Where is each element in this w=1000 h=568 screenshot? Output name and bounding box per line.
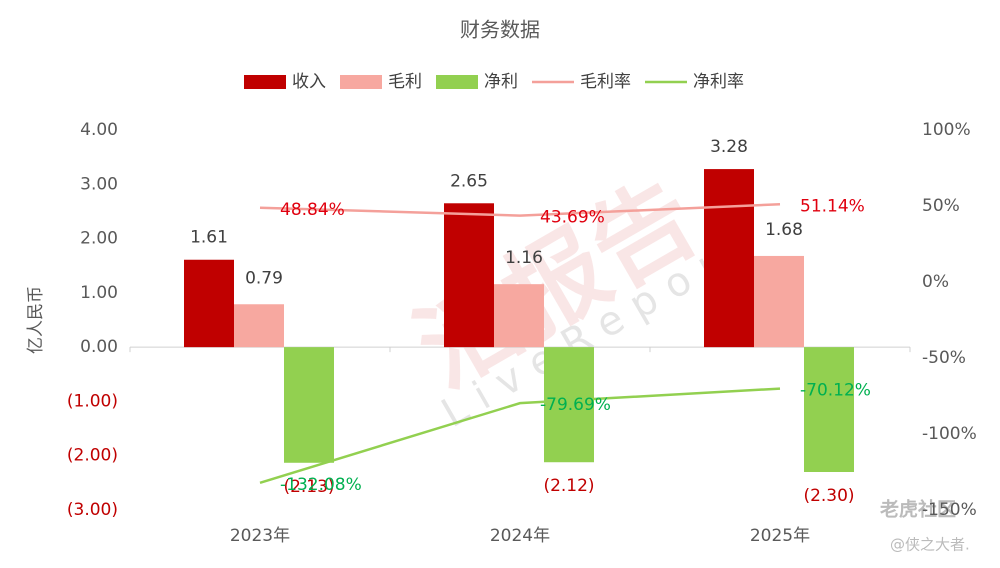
bar (494, 284, 544, 348)
bar (284, 347, 334, 463)
y-tick-label: 0.00 (80, 337, 118, 357)
data-label: -70.12% (800, 381, 871, 401)
legend-label: 净利率 (693, 72, 744, 92)
bar (704, 169, 754, 348)
legend-swatch (436, 75, 478, 89)
data-label: 3.28 (710, 137, 748, 157)
watermark: @侠之大者. (890, 536, 970, 554)
legend-label: 净利 (484, 72, 518, 92)
data-label: -79.69% (540, 395, 611, 415)
bar (444, 203, 494, 348)
y-tick-label: 3.00 (80, 174, 118, 194)
legend-label: 毛利率 (580, 72, 631, 92)
watermark: 老虎社区 (880, 498, 956, 521)
line (259, 203, 781, 217)
bar (804, 347, 854, 472)
data-label: (2.12) (543, 476, 594, 496)
y2-tick-label: -100% (922, 424, 977, 444)
y2-tick-label: 50% (922, 196, 960, 216)
data-label: 48.84% (280, 200, 345, 220)
y-tick-label: 1.00 (80, 283, 118, 303)
data-label: 1.68 (765, 220, 803, 240)
y-tick-label: 2.00 (80, 229, 118, 249)
data-label: 1.61 (190, 228, 228, 248)
legend-swatch (340, 75, 382, 89)
bar (754, 255, 804, 348)
bar (234, 304, 284, 348)
y-tick-label: (1.00) (67, 391, 118, 411)
legend-label: 收入 (292, 72, 326, 92)
x-tick-label: 2025年 (750, 526, 810, 546)
data-label: 2.65 (450, 171, 488, 191)
data-label: 51.14% (800, 196, 865, 216)
y-tick-label: (2.00) (67, 446, 118, 466)
data-label: 43.69% (540, 208, 605, 228)
line (259, 387, 781, 484)
legend-swatch (244, 75, 286, 89)
y2-tick-label: 0% (922, 272, 949, 292)
x-tick-label: 2023年 (230, 526, 290, 546)
bar (184, 259, 234, 348)
y-tick-label: 4.00 (80, 120, 118, 140)
x-tick-label: 2024年 (490, 526, 550, 546)
data-label: 1.16 (505, 248, 543, 268)
data-label: 0.79 (245, 268, 283, 288)
y2-tick-label: -50% (922, 348, 966, 368)
chart-title: 财务数据 (460, 18, 540, 42)
y-tick-label: (3.00) (67, 500, 118, 520)
legend-label: 毛利 (388, 72, 422, 92)
y2-tick-label: -150% (922, 500, 977, 520)
data-label: -132.08% (280, 475, 362, 495)
data-label: (2.30) (803, 486, 854, 506)
y-axis-label: 亿人民币 (26, 286, 46, 354)
y2-tick-label: 100% (922, 120, 971, 140)
data-label: (2.13) (283, 477, 334, 497)
bar (544, 347, 594, 463)
